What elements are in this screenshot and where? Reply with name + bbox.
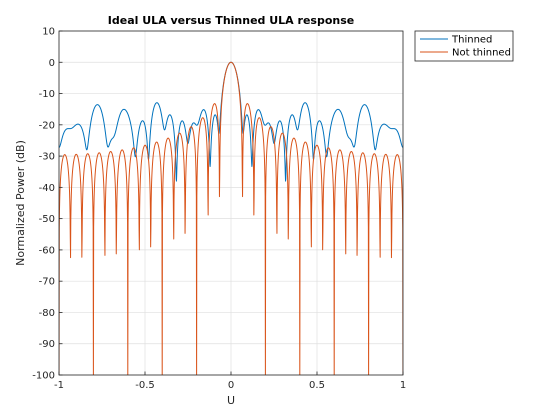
x-tick-label: -0.5: [135, 380, 155, 391]
chart-title: Ideal ULA versus Thinned ULA response: [108, 14, 354, 27]
grid: [58, 30, 404, 376]
legend-label-not-thinned: Not thinned: [452, 48, 511, 59]
y-axis-ticks: 10 0 -10 -20 -30 -40 -50 -60 -70 -80 -90 -100: [32, 27, 63, 382]
legend: Thinned Not thinned: [414, 30, 514, 62]
y-tick-label: -50: [39, 214, 55, 225]
x-tick-label: -1: [54, 380, 64, 391]
y-tick-label: -80: [39, 308, 55, 319]
y-tick-label: -70: [39, 277, 55, 288]
y-tick-label: -100: [32, 371, 55, 382]
x-axis-label: U: [227, 394, 235, 407]
y-tick-label: -40: [39, 183, 55, 194]
y-tick-label: -20: [39, 120, 55, 131]
x-tick-label: 0.5: [309, 380, 325, 391]
x-tick-label: 0: [228, 380, 234, 391]
y-axis-label: Normalized Power (dB): [14, 140, 27, 266]
x-tick-label: 1: [400, 380, 406, 391]
y-tick-label: -10: [39, 89, 55, 100]
series-line-not-thinned: [59, 61, 403, 375]
series-layer: [59, 61, 403, 375]
y-tick-label: 10: [42, 27, 55, 38]
legend-box: [414, 30, 514, 62]
x-axis-ticks: -1 -0.5 0 0.5 1: [54, 371, 406, 391]
y-tick-label: -60: [39, 245, 55, 256]
y-tick-label: -90: [39, 339, 55, 350]
y-tick-label: 0: [49, 58, 55, 69]
y-tick-label: -30: [39, 152, 55, 163]
legend-label-thinned: Thinned: [451, 35, 492, 46]
